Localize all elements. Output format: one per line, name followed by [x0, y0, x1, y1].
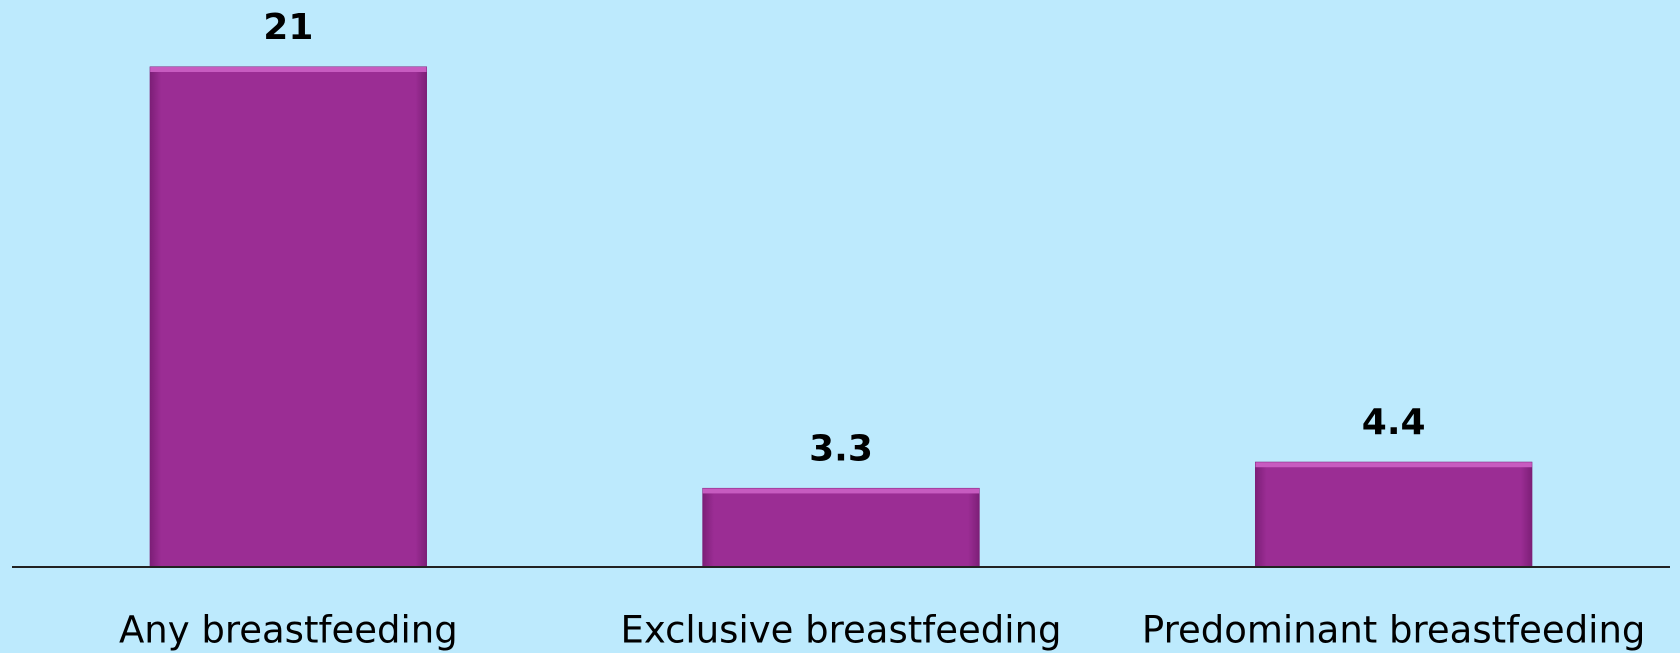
x-tick-label: Predominant breastfeeding [1142, 609, 1645, 652]
value-label: 3.3 [809, 428, 873, 469]
bar [149, 66, 428, 568]
x-tick-label: Exclusive breastfeeding [620, 609, 1061, 652]
value-label: 21 [263, 7, 313, 48]
bar [702, 487, 980, 568]
x-tick-label: Any breastfeeding [119, 609, 458, 652]
bar-highlight [1255, 462, 1532, 468]
bar-highlight [150, 67, 427, 72]
bar [1255, 461, 1533, 568]
value-label: 4.4 [1362, 402, 1426, 443]
bar-highlight [702, 488, 980, 494]
